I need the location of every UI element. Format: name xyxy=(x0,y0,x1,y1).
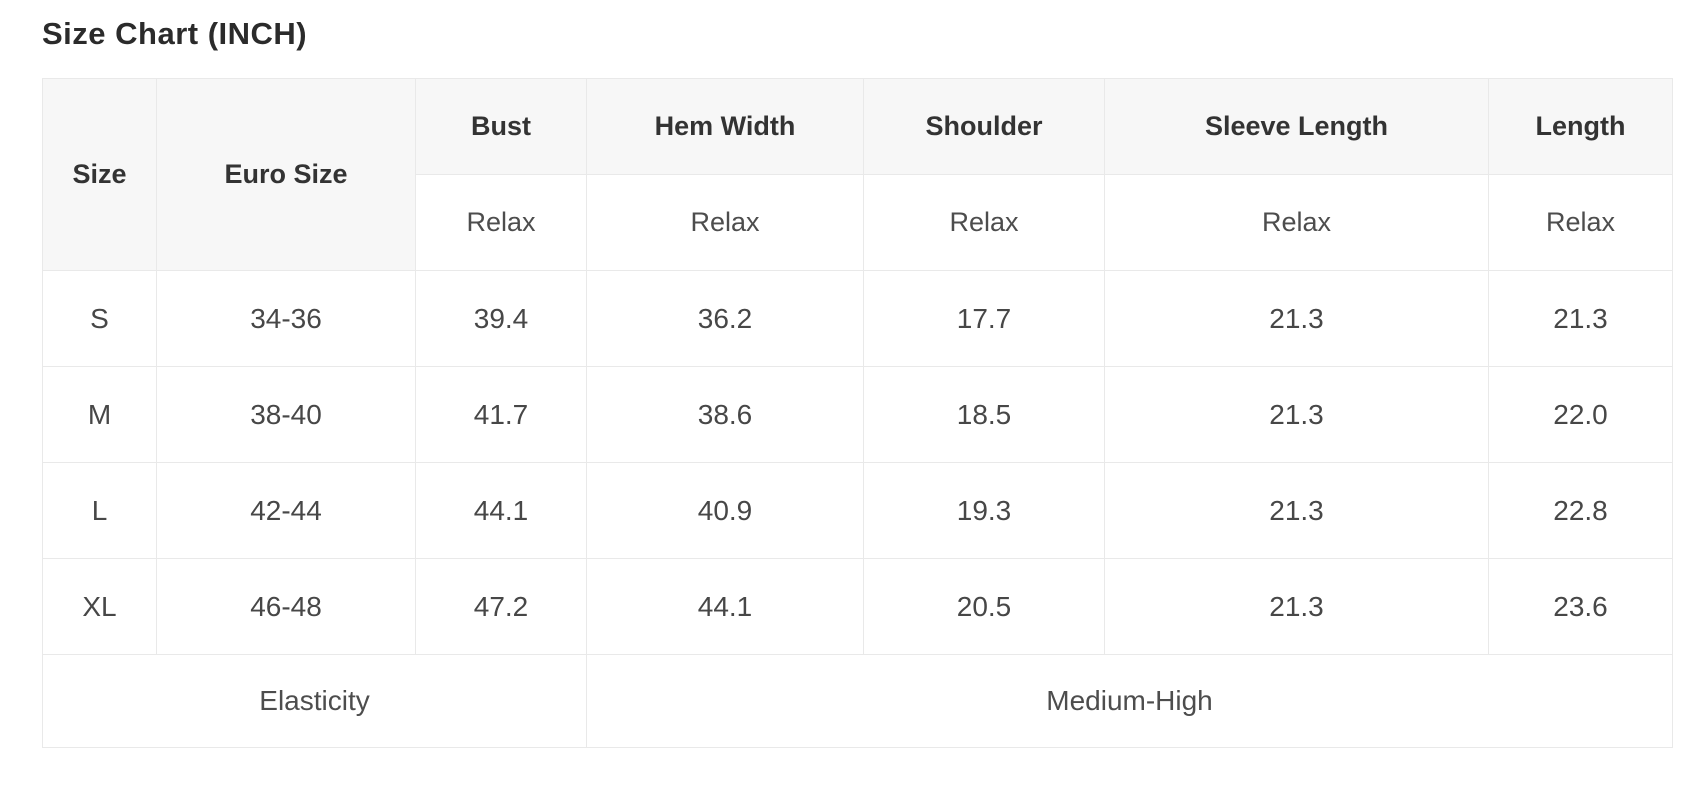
cell-size: XL xyxy=(42,558,157,655)
cell-length: 23.6 xyxy=(1488,558,1673,655)
cell-euro-size: 38-40 xyxy=(156,366,416,463)
cell-bust: 47.2 xyxy=(415,558,587,655)
cell-size: L xyxy=(42,462,157,559)
size-chart-table: Size Euro Size Bust Hem Width Shoulder S… xyxy=(42,78,1673,748)
cell-length: 22.8 xyxy=(1488,462,1673,559)
fit-cell-length: Relax xyxy=(1488,174,1673,271)
col-header-length: Length xyxy=(1488,78,1673,175)
table-row-xl: XL 46-48 47.2 44.1 20.5 21.3 23.6 xyxy=(42,558,1673,655)
cell-shoulder: 20.5 xyxy=(863,558,1105,655)
col-header-euro-size: Euro Size xyxy=(156,78,416,271)
cell-bust: 39.4 xyxy=(415,270,587,367)
cell-bust: 41.7 xyxy=(415,366,587,463)
header-row: Size Euro Size Bust Hem Width Shoulder S… xyxy=(42,78,1673,271)
col-header-sleeve-length: Sleeve Length xyxy=(1104,78,1489,175)
table-row-m: M 38-40 41.7 38.6 18.5 21.3 22.0 xyxy=(42,366,1673,463)
cell-length: 22.0 xyxy=(1488,366,1673,463)
cell-size: M xyxy=(42,366,157,463)
table-row-l: L 42-44 44.1 40.9 19.3 21.3 22.8 xyxy=(42,462,1673,559)
cell-sleeve-length: 21.3 xyxy=(1104,270,1489,367)
fit-row: Relax Relax Relax Relax Relax xyxy=(43,174,1673,271)
cell-euro-size: 42-44 xyxy=(156,462,416,559)
col-header-size: Size xyxy=(42,78,157,271)
col-header-hem-width: Hem Width xyxy=(586,78,864,175)
elasticity-label: Elasticity xyxy=(42,654,587,748)
cell-bust: 44.1 xyxy=(415,462,587,559)
elasticity-value: Medium-High xyxy=(586,654,1673,748)
page-title: Size Chart (INCH) xyxy=(42,16,308,51)
cell-shoulder: 19.3 xyxy=(863,462,1105,559)
cell-length: 21.3 xyxy=(1488,270,1673,367)
cell-shoulder: 17.7 xyxy=(863,270,1105,367)
col-header-bust: Bust xyxy=(415,78,587,175)
cell-hem-width: 40.9 xyxy=(586,462,864,559)
cell-euro-size: 34-36 xyxy=(156,270,416,367)
cell-hem-width: 44.1 xyxy=(586,558,864,655)
cell-hem-width: 36.2 xyxy=(586,270,864,367)
fit-cell-bust: Relax xyxy=(415,174,587,271)
cell-sleeve-length: 21.3 xyxy=(1104,558,1489,655)
cell-sleeve-length: 21.3 xyxy=(1104,462,1489,559)
fit-cell-sleeve-length: Relax xyxy=(1104,174,1489,271)
cell-hem-width: 38.6 xyxy=(586,366,864,463)
cell-sleeve-length: 21.3 xyxy=(1104,366,1489,463)
table-row-s: S 34-36 39.4 36.2 17.7 21.3 21.3 xyxy=(42,270,1673,367)
cell-shoulder: 18.5 xyxy=(863,366,1105,463)
fit-cell-shoulder: Relax xyxy=(863,174,1105,271)
col-header-shoulder: Shoulder xyxy=(863,78,1105,175)
cell-euro-size: 46-48 xyxy=(156,558,416,655)
elasticity-row: Elasticity Medium-High xyxy=(42,654,1673,748)
fit-cell-hem-width: Relax xyxy=(586,174,864,271)
cell-size: S xyxy=(42,270,157,367)
